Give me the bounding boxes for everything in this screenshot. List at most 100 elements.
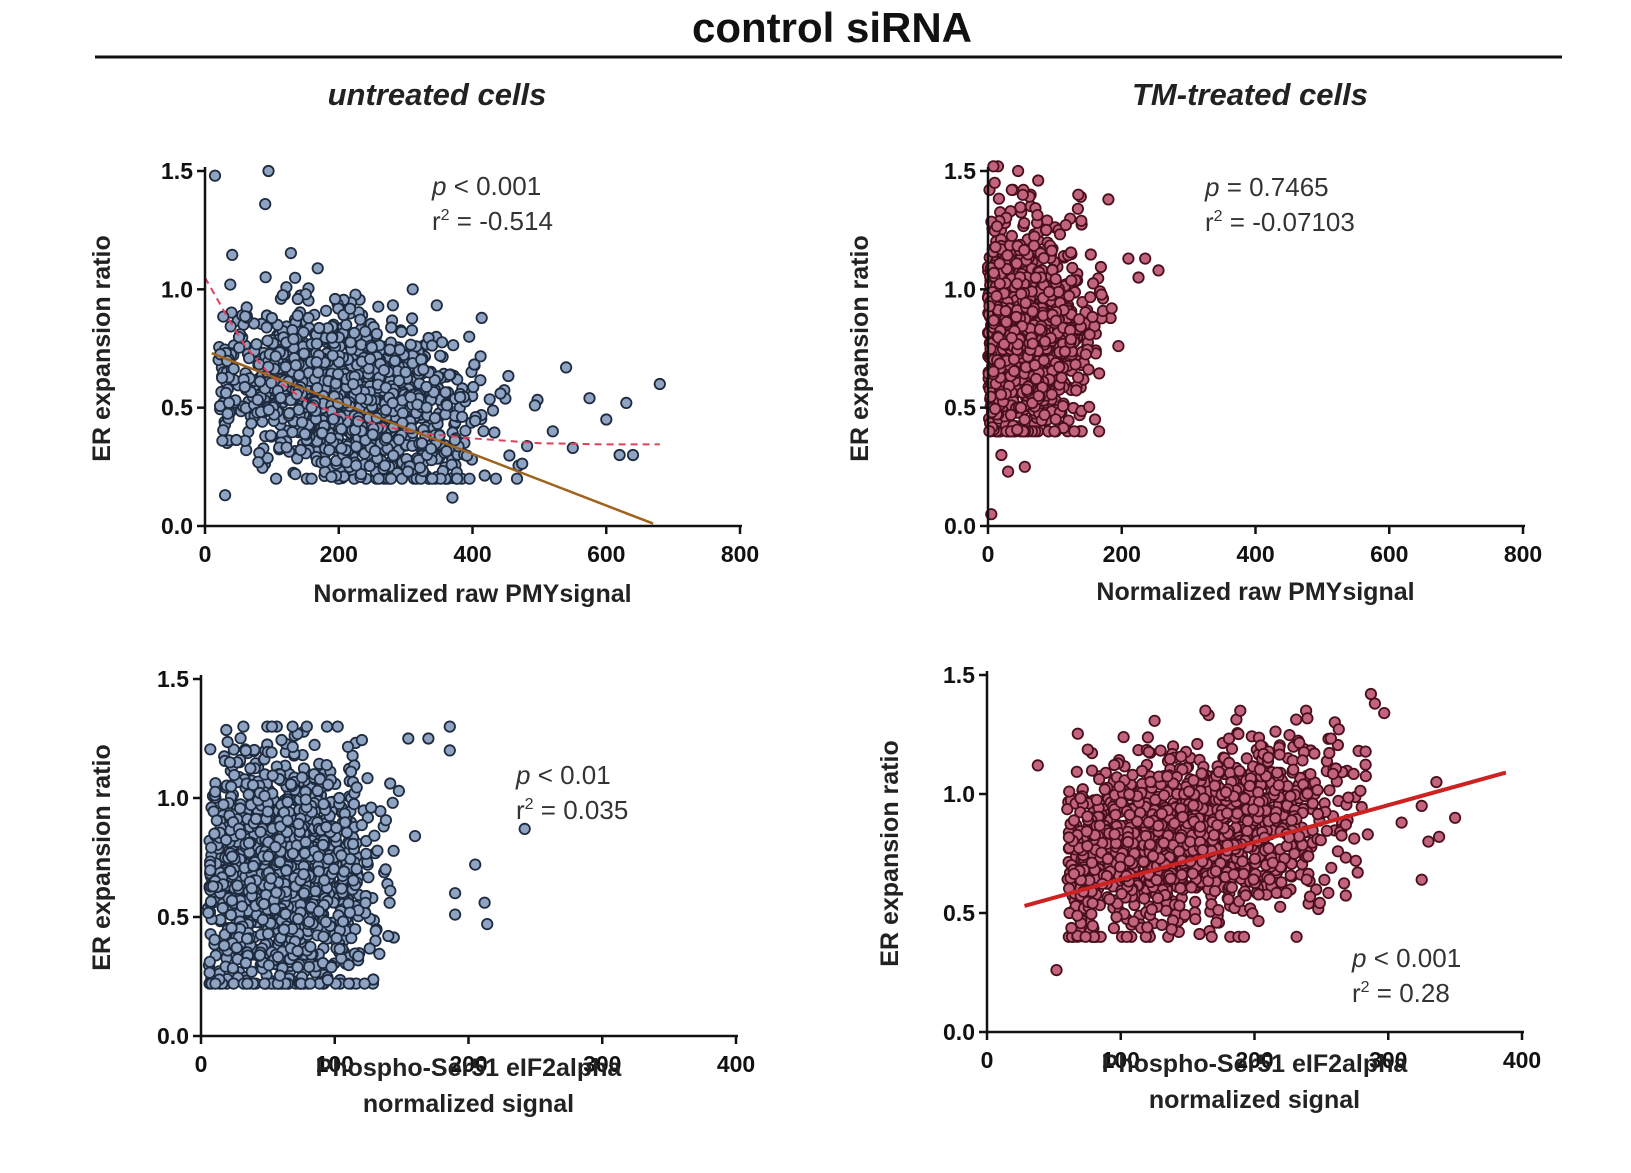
data-point (1318, 873, 1331, 887)
data-point (283, 407, 296, 420)
data-point (208, 933, 221, 946)
column-title-tm-treated: TM-treated cells (1132, 77, 1368, 112)
data-point (297, 868, 310, 881)
data-point (355, 733, 368, 747)
data-point (383, 896, 396, 909)
data-point (365, 341, 378, 354)
data-point (388, 354, 401, 367)
data-point (384, 777, 397, 790)
data-point (1018, 244, 1031, 257)
data-point (302, 960, 316, 973)
data-point (503, 449, 516, 462)
data-point (502, 369, 515, 383)
data-point (257, 897, 270, 911)
figure-title: control siRNA (692, 4, 972, 51)
data-point (264, 429, 277, 442)
data-point (430, 299, 443, 312)
x-tick-label: 200 (320, 541, 358, 567)
data-point (368, 444, 382, 457)
data-point (373, 947, 386, 961)
data-point (1037, 252, 1050, 265)
data-point (298, 847, 311, 860)
data-point (325, 961, 338, 974)
outlier-point (481, 917, 494, 931)
data-point (297, 887, 311, 900)
data-point (209, 977, 222, 990)
r-squared-label: r2 = 0.035 (516, 795, 628, 825)
data-point (386, 396, 399, 410)
data-point (333, 942, 346, 956)
data-point (223, 756, 236, 769)
outlier-point (546, 425, 559, 438)
data-point (1014, 401, 1028, 414)
data-point (450, 472, 464, 485)
x-tick-label: 200 (1103, 541, 1141, 567)
data-point (1018, 217, 1031, 230)
data-point (366, 428, 379, 441)
x-tick-label: 0 (982, 541, 995, 567)
outlier-point (463, 330, 476, 343)
data-point (261, 805, 274, 818)
y-tick-label: 1.0 (161, 276, 193, 302)
outlier-point (392, 784, 405, 798)
data-point (386, 299, 399, 312)
data-point (1004, 408, 1018, 421)
data-point (275, 733, 288, 747)
data-point (1005, 183, 1018, 196)
data-point (363, 352, 377, 365)
data-point (1338, 877, 1351, 890)
data-point (333, 791, 346, 805)
data-point (258, 977, 271, 990)
data-point (990, 220, 1004, 233)
data-point (1071, 202, 1085, 215)
data-point (1033, 323, 1047, 336)
y-tick-label: 1.0 (944, 276, 976, 302)
y-tick-label: 0.5 (161, 395, 193, 421)
data-point (231, 879, 244, 892)
data-point (304, 940, 317, 953)
data-point (264, 872, 278, 885)
data-point (1069, 358, 1082, 371)
data-point (386, 796, 399, 809)
x-tick-label: 400 (717, 1051, 755, 1077)
data-point (992, 192, 1006, 205)
data-point (435, 336, 449, 349)
data-point (221, 407, 234, 420)
data-point (415, 437, 428, 450)
data-point (274, 391, 287, 404)
data-point (347, 377, 360, 391)
outlier-point (422, 732, 435, 745)
data-point (350, 862, 363, 876)
data-point (322, 852, 335, 866)
data-point (335, 849, 348, 862)
data-point (489, 472, 502, 485)
x-tick-label: 400 (1236, 541, 1274, 567)
data-point (340, 318, 353, 331)
data-point (234, 828, 247, 841)
data-point (350, 781, 363, 794)
outlier-point (1088, 413, 1102, 426)
data-point (312, 865, 325, 878)
data-point (217, 310, 230, 323)
data-point (1349, 854, 1362, 867)
data-point (205, 841, 218, 854)
data-point (291, 944, 304, 958)
outlier-point (620, 396, 633, 409)
scatter-points (1031, 687, 1462, 977)
data-point (225, 780, 238, 793)
data-point (385, 321, 398, 334)
data-point (1030, 372, 1043, 385)
data-point (277, 923, 291, 936)
data-point (342, 958, 355, 972)
data-point (1195, 767, 1208, 780)
data-point (216, 901, 229, 915)
data-point (300, 720, 313, 733)
data-point (987, 365, 1000, 378)
data-point (343, 302, 357, 315)
data-point (368, 829, 381, 842)
data-point (1026, 337, 1039, 350)
y-tick-label: 1.0 (157, 785, 189, 811)
data-point (1063, 289, 1076, 302)
data-point (1095, 288, 1108, 301)
